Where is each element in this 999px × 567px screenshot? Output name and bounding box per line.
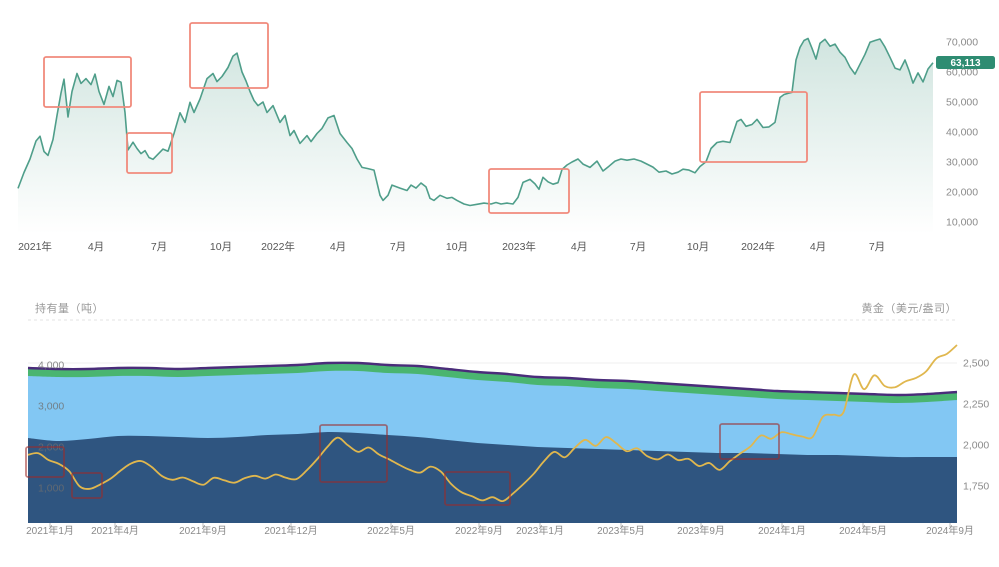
price-x-axis-label: 10月 <box>446 241 468 253</box>
gold-y-axis-label: 2,250 <box>963 399 989 411</box>
price-x-axis-label: 7月 <box>390 241 406 253</box>
holdings-x-axis-label: 2024年5月 <box>839 524 887 537</box>
highlight-box <box>444 471 511 506</box>
price-y-axis-label: 10,000 <box>946 217 978 229</box>
holdings-chart[interactable]: 4,0003,0002,0001,0002,5002,2502,0001,750… <box>25 319 989 537</box>
price-x-axis-label: 7月 <box>869 241 885 253</box>
holdings-x-axis-label: 2021年1月 <box>26 524 74 537</box>
price-line <box>17 37 934 207</box>
price-x-axis-label: 10月 <box>687 241 709 253</box>
holdings-x-axis-label: 2021年4月 <box>91 524 139 537</box>
highlight-box <box>189 22 269 89</box>
total-holdings-line <box>27 361 958 397</box>
holdings-x-axis-label: 2023年5月 <box>597 524 645 537</box>
gold-y-axis-label: 2,000 <box>963 440 989 452</box>
holdings-x-axis-label: 2024年9月 <box>926 524 974 537</box>
price-x-axis-label: 4月 <box>571 241 587 253</box>
highlight-box <box>71 472 103 499</box>
price-y-axis-label: 70,000 <box>946 37 978 49</box>
gold-y-axis-label: 1,750 <box>963 481 989 493</box>
price-x-axis-label: 4月 <box>810 241 826 253</box>
highlight-box <box>43 56 132 108</box>
highlight-box <box>25 446 65 478</box>
holdings-x-axis-label: 2023年1月 <box>516 524 564 537</box>
current-value-badge <box>936 56 995 69</box>
price-x-axis-label: 2021年 <box>18 240 52 253</box>
gold-y-axis-label: 2,500 <box>963 358 989 370</box>
price-y-axis-label: 40,000 <box>946 127 978 139</box>
holdings-y-axis-label: 1,000 <box>38 483 64 495</box>
price-y-axis-label: 60,000 <box>946 67 978 79</box>
price-x-axis-label: 10月 <box>210 241 232 253</box>
price-y-axis-label: 20,000 <box>946 187 978 199</box>
price-x-axis-label: 4月 <box>88 241 104 253</box>
gold-price-axis-title: 黄金（美元/盎司） <box>861 303 957 315</box>
price-x-axis-label: 2022年 <box>261 240 295 253</box>
holdings-y-axis-label: 3,000 <box>38 401 64 413</box>
highlight-box <box>126 132 173 174</box>
price-x-axis-label: 2024年 <box>741 240 775 253</box>
holdings-x-axis-label: 2022年5月 <box>367 524 415 537</box>
highlight-box <box>719 423 780 460</box>
highlight-box <box>488 168 570 214</box>
gold-price-line <box>27 344 958 503</box>
holdings-axis-title: 持有量（吨） <box>35 303 104 315</box>
price-x-axis-label: 2023年 <box>502 240 536 253</box>
holdings-x-axis-label: 2024年1月 <box>758 524 806 537</box>
price-x-axis-label: 7月 <box>151 241 167 253</box>
highlight-box <box>319 424 388 483</box>
price-x-axis-label: 4月 <box>330 241 346 253</box>
current-value-label: 63,113 <box>950 58 980 69</box>
holdings-x-axis-label: 2021年12月 <box>264 524 317 537</box>
holdings-x-axis-label: 2021年9月 <box>179 524 227 537</box>
price-y-axis-label: 50,000 <box>946 97 978 109</box>
price-y-axis-label: 30,000 <box>946 157 978 169</box>
price-chart[interactable]: 70,000 60,000 50,000 40,000 30,000 20,000 10,0… <box>17 22 995 253</box>
holdings-y-axis-label: 4,000 <box>38 360 64 372</box>
north-america-holdings-area <box>28 431 957 523</box>
price-x-axis-label: 7月 <box>630 241 646 253</box>
highlight-box <box>699 91 808 163</box>
holdings-x-axis-label: 2022年9月 <box>455 524 503 537</box>
holdings-x-axis-label: 2023年9月 <box>677 524 725 537</box>
